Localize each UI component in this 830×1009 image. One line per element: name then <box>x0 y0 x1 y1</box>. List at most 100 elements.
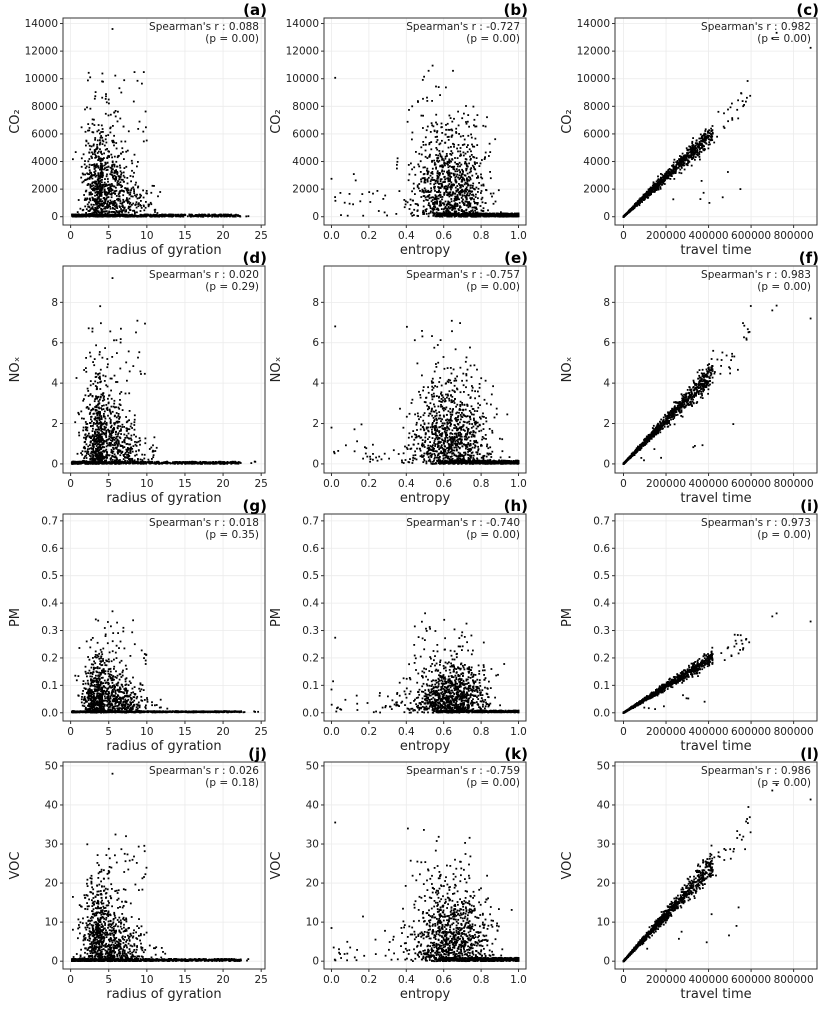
data-point <box>483 207 485 209</box>
data-point <box>423 200 425 202</box>
data-point <box>435 86 437 88</box>
data-point <box>448 161 450 163</box>
data-point <box>466 209 468 211</box>
data-point <box>488 215 490 217</box>
data-point <box>108 115 110 117</box>
data-point <box>86 208 88 210</box>
data-point <box>133 172 135 174</box>
data-point <box>443 171 445 173</box>
data-point <box>731 117 733 119</box>
data-point <box>467 135 469 137</box>
data-point <box>122 194 124 196</box>
data-point <box>464 184 466 186</box>
data-point <box>512 216 514 218</box>
data-point <box>426 213 428 215</box>
data-point <box>115 142 117 144</box>
data-point <box>462 211 464 213</box>
data-point <box>643 194 645 196</box>
data-point <box>417 215 419 217</box>
data-point <box>407 201 409 203</box>
data-point <box>689 149 691 151</box>
data-point <box>466 123 468 125</box>
data-point <box>101 176 103 178</box>
data-point <box>449 115 451 117</box>
data-point <box>429 197 431 199</box>
data-point <box>122 214 124 216</box>
data-point <box>482 125 484 127</box>
data-point <box>746 97 748 99</box>
data-point <box>500 211 502 213</box>
data-point <box>82 209 84 211</box>
data-point <box>108 99 110 101</box>
data-point <box>634 205 636 207</box>
data-point <box>439 215 441 217</box>
data-point <box>657 183 659 185</box>
data-point <box>701 147 703 149</box>
data-point <box>445 158 447 160</box>
data-point <box>411 139 413 141</box>
data-point <box>77 215 79 217</box>
data-point <box>448 192 450 194</box>
data-point <box>428 70 430 72</box>
data-point <box>116 173 118 175</box>
data-point <box>111 170 113 172</box>
data-point <box>421 115 423 117</box>
data-point <box>99 200 101 202</box>
data-point <box>470 187 472 189</box>
data-point <box>105 135 107 137</box>
data-point <box>347 215 349 217</box>
data-point <box>177 215 179 217</box>
data-point <box>110 202 112 204</box>
data-point <box>452 70 454 72</box>
data-point <box>99 212 101 214</box>
data-point <box>435 198 437 200</box>
data-point <box>474 210 476 212</box>
data-point <box>418 153 420 155</box>
data-point <box>135 182 137 184</box>
data-point <box>484 156 486 158</box>
data-point <box>441 214 443 216</box>
data-point <box>740 92 742 94</box>
data-point <box>382 198 384 200</box>
data-point <box>438 150 440 152</box>
data-point <box>456 191 458 193</box>
data-point <box>448 147 450 149</box>
data-point <box>425 156 427 158</box>
data-point <box>368 191 370 193</box>
data-point <box>686 147 688 149</box>
data-point <box>489 151 491 153</box>
data-point <box>188 214 190 216</box>
data-point <box>623 216 625 218</box>
data-point <box>442 151 444 153</box>
data-point <box>112 28 114 30</box>
data-point <box>119 210 121 212</box>
data-point <box>88 210 90 212</box>
data-point <box>476 157 478 159</box>
data-point <box>447 186 449 188</box>
data-point <box>447 214 449 216</box>
data-point <box>434 130 436 132</box>
data-point <box>448 207 450 209</box>
data-point <box>134 154 136 156</box>
data-point <box>136 211 138 213</box>
data-point <box>411 190 413 192</box>
y-tick-label: 10000 <box>577 73 610 85</box>
data-point <box>87 123 89 125</box>
data-point <box>727 109 729 111</box>
data-point <box>428 202 430 204</box>
data-point <box>120 153 122 155</box>
data-point <box>712 132 714 134</box>
data-point <box>409 174 411 176</box>
data-point <box>454 210 456 212</box>
data-point <box>137 80 139 82</box>
data-point <box>86 166 88 168</box>
data-point <box>682 153 684 155</box>
data-point <box>396 164 398 166</box>
data-point <box>465 168 467 170</box>
data-point <box>98 156 100 158</box>
data-point <box>85 167 87 169</box>
data-point <box>101 81 103 83</box>
data-point <box>465 162 467 164</box>
data-point <box>212 215 214 217</box>
